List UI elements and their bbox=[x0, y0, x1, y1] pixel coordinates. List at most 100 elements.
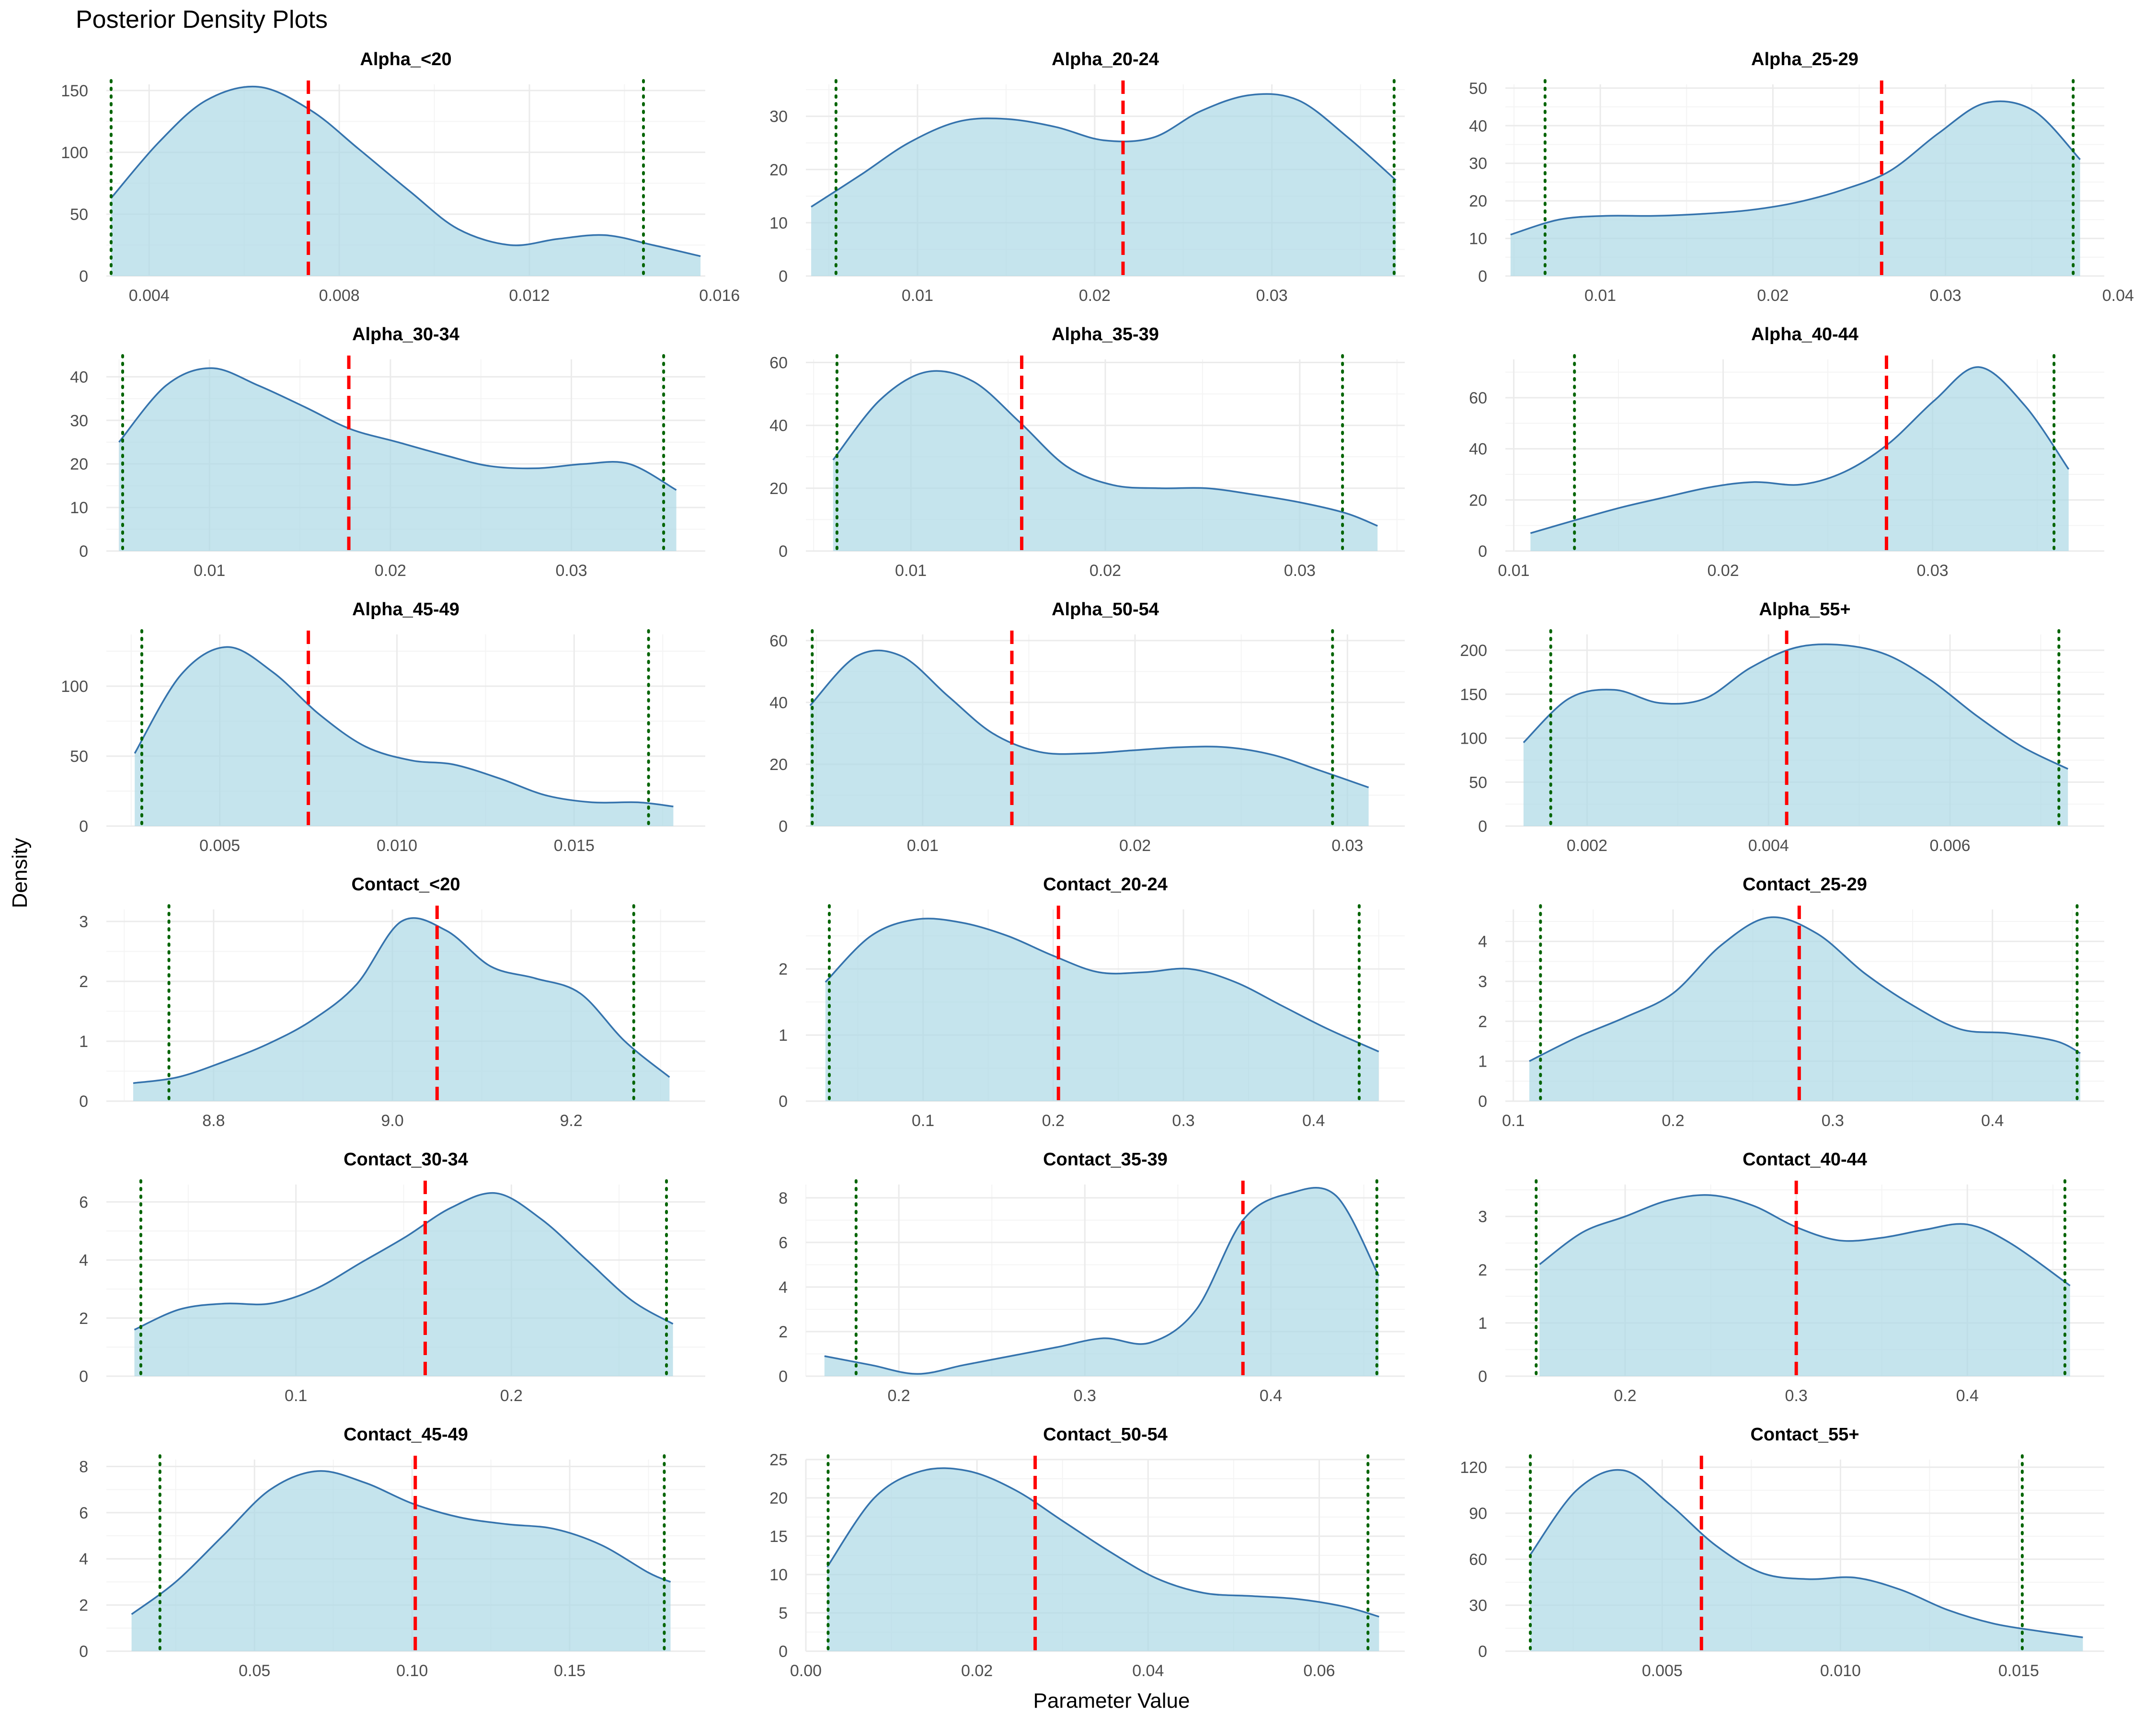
panel-title: Contact_30-34 bbox=[344, 1150, 468, 1170]
y-tick-label: 100 bbox=[61, 678, 88, 696]
panel-title: Contact_35-39 bbox=[1043, 1150, 1168, 1170]
y-tick-label: 60 bbox=[1469, 1551, 1487, 1569]
y-tick-label: 15 bbox=[769, 1528, 788, 1546]
y-tick-label: 5 bbox=[779, 1604, 788, 1622]
panel-title: Alpha_35-39 bbox=[1052, 324, 1159, 345]
y-tick-label: 20 bbox=[769, 756, 788, 774]
y-tick-label: 50 bbox=[1469, 80, 1487, 98]
panel-title: Contact_55+ bbox=[1750, 1425, 1859, 1445]
y-tick-label: 20 bbox=[1469, 491, 1487, 509]
panel-title: Contact_45-49 bbox=[344, 1425, 468, 1445]
x-tick-label: 0.3 bbox=[1172, 1112, 1194, 1130]
y-tick-label: 0 bbox=[1478, 817, 1487, 836]
y-tick-label: 40 bbox=[769, 417, 788, 435]
x-tick-label: 8.8 bbox=[202, 1112, 225, 1130]
y-tick-label: 10 bbox=[1469, 230, 1487, 248]
y-tick-label: 10 bbox=[769, 1566, 788, 1584]
y-tick-label: 0 bbox=[779, 817, 788, 836]
y-tick-label: 4 bbox=[79, 1550, 88, 1568]
x-tick-label: 0.06 bbox=[1303, 1662, 1335, 1680]
x-tick-label: 0.012 bbox=[509, 287, 550, 305]
y-tick-label: 0 bbox=[779, 1368, 788, 1386]
panel-title: Contact_50-54 bbox=[1043, 1425, 1168, 1445]
y-tick-label: 50 bbox=[70, 748, 88, 766]
x-tick-label: 0.010 bbox=[1820, 1662, 1861, 1680]
y-tick-label: 100 bbox=[1460, 730, 1487, 748]
y-tick-label: 10 bbox=[769, 214, 788, 232]
density-area bbox=[1510, 101, 2080, 276]
x-tick-label: 9.0 bbox=[381, 1112, 403, 1130]
y-tick-label: 50 bbox=[1469, 773, 1487, 792]
y-tick-label: 20 bbox=[70, 455, 88, 473]
x-tick-label: 0.02 bbox=[1757, 287, 1789, 305]
x-tick-label: 0.004 bbox=[1748, 837, 1789, 855]
x-tick-label: 0.004 bbox=[129, 287, 170, 305]
y-tick-label: 30 bbox=[1469, 155, 1487, 173]
y-tick-label: 0 bbox=[79, 267, 88, 286]
density-line bbox=[832, 370, 1378, 527]
x-tick-label: 0.2 bbox=[1042, 1112, 1065, 1130]
x-tick-label: 0.03 bbox=[555, 562, 587, 580]
density-panel: Contact_<20 0 1 2 3 8.8 9.0 9.2 bbox=[79, 874, 705, 1130]
y-tick-label: 40 bbox=[1469, 440, 1487, 459]
density-area bbox=[810, 650, 1369, 826]
density-area bbox=[825, 919, 1379, 1101]
y-tick-label: 3 bbox=[1478, 1208, 1487, 1226]
x-tick-label: 0.4 bbox=[1956, 1387, 1979, 1405]
density-area bbox=[119, 368, 677, 551]
y-tick-label: 100 bbox=[61, 144, 88, 162]
density-line bbox=[1510, 100, 2081, 236]
density-panel: Alpha_30-34 0 10 20 30 40 0.01 0.02 0.03 bbox=[70, 324, 705, 580]
x-tick-label: 0.4 bbox=[1260, 1387, 1282, 1405]
density-panel: Alpha_<20 0 50 100 150 0.004 0.008 0.012 0.016 bbox=[61, 49, 740, 305]
y-tick-label: 90 bbox=[1469, 1505, 1487, 1523]
x-tick-label: 0.02 bbox=[1079, 287, 1111, 305]
x-tick-label: 0.00 bbox=[790, 1662, 822, 1680]
y-tick-label: 120 bbox=[1460, 1459, 1487, 1477]
density-line bbox=[134, 646, 674, 807]
x-axis-title: Parameter Value bbox=[1033, 1689, 1190, 1713]
panel-title: Contact_<20 bbox=[351, 874, 460, 895]
density-panel: Contact_20-24 0 1 2 0.1 0.2 0.3 0.4 bbox=[779, 874, 1405, 1130]
density-panel: Alpha_40-44 0 20 40 60 0.01 0.02 0.03 bbox=[1469, 324, 2104, 580]
x-tick-label: 0.15 bbox=[554, 1662, 585, 1680]
x-tick-label: 9.2 bbox=[560, 1112, 583, 1130]
x-tick-label: 0.010 bbox=[377, 837, 417, 855]
y-tick-label: 6 bbox=[79, 1504, 88, 1522]
x-tick-label: 0.02 bbox=[1119, 837, 1151, 855]
y-tick-label: 30 bbox=[769, 108, 788, 126]
density-panel: Alpha_50-54 0 20 40 60 0.01 0.02 0.03 bbox=[769, 599, 1405, 855]
x-tick-label: 0.10 bbox=[396, 1662, 428, 1680]
panel-title: Alpha_40-44 bbox=[1751, 324, 1858, 345]
x-tick-label: 0.02 bbox=[375, 562, 406, 580]
density-panel: Alpha_55+ 0 50 100 150 200 0.002 0.004 0.006 bbox=[1460, 599, 2104, 855]
x-tick-label: 0.03 bbox=[1256, 287, 1288, 305]
density-area bbox=[827, 1468, 1379, 1651]
y-tick-label: 0 bbox=[1478, 1643, 1487, 1661]
x-tick-label: 0.1 bbox=[285, 1387, 307, 1405]
y-tick-label: 0 bbox=[79, 1368, 88, 1386]
density-panel: Alpha_45-49 0 50 100 0.005 0.010 0.015 bbox=[61, 599, 705, 855]
x-tick-label: 0.1 bbox=[912, 1112, 934, 1130]
x-tick-label: 0.4 bbox=[1302, 1112, 1325, 1130]
density-line bbox=[1529, 1469, 2083, 1638]
density-panel: Contact_45-49 0 2 4 6 8 0.05 0.10 0.15 bbox=[79, 1425, 705, 1680]
y-tick-label: 0 bbox=[79, 1643, 88, 1661]
y-tick-label: 30 bbox=[1469, 1597, 1487, 1615]
x-tick-label: 0.01 bbox=[895, 562, 927, 580]
y-tick-label: 4 bbox=[779, 1278, 788, 1297]
x-tick-label: 0.008 bbox=[319, 287, 360, 305]
panel-title: Alpha_55+ bbox=[1759, 599, 1850, 620]
density-line bbox=[824, 1187, 1380, 1375]
y-tick-label: 60 bbox=[1469, 389, 1487, 407]
x-tick-label: 0.02 bbox=[1089, 562, 1121, 580]
x-tick-label: 0.04 bbox=[2102, 287, 2134, 305]
x-tick-label: 0.03 bbox=[1929, 287, 1961, 305]
panel-title: Alpha_50-54 bbox=[1052, 599, 1159, 620]
y-tick-label: 0 bbox=[779, 542, 788, 561]
y-tick-label: 30 bbox=[70, 412, 88, 430]
x-tick-label: 0.01 bbox=[1498, 562, 1529, 580]
x-tick-label: 0.2 bbox=[500, 1387, 523, 1405]
y-tick-label: 2 bbox=[1478, 1261, 1487, 1279]
